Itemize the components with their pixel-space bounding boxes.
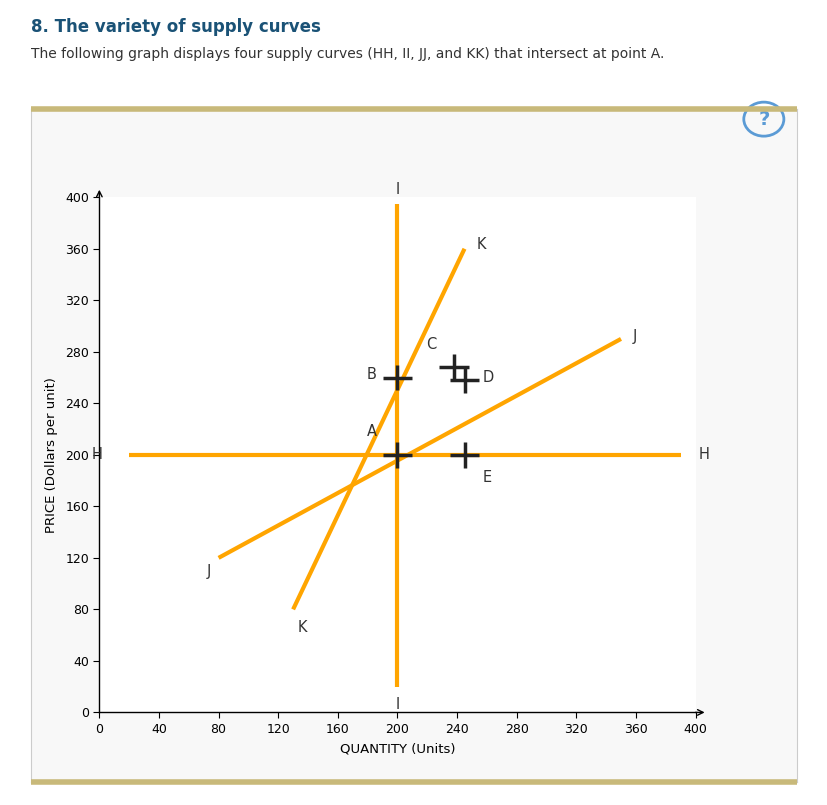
Text: E: E bbox=[482, 470, 491, 485]
Text: B: B bbox=[366, 367, 376, 382]
Text: A: A bbox=[366, 424, 376, 440]
Text: H: H bbox=[91, 448, 103, 462]
Text: H: H bbox=[698, 448, 709, 462]
Text: 8. The variety of supply curves: 8. The variety of supply curves bbox=[31, 18, 321, 35]
Text: J: J bbox=[207, 564, 211, 580]
Text: D: D bbox=[482, 370, 493, 385]
X-axis label: QUANTITY (Units): QUANTITY (Units) bbox=[339, 743, 455, 756]
Text: J: J bbox=[632, 328, 637, 344]
Text: The following graph displays four supply curves (HH, II, JJ, and KK) that inters: The following graph displays four supply… bbox=[31, 47, 664, 60]
Text: I: I bbox=[394, 697, 399, 712]
Text: I: I bbox=[394, 182, 399, 197]
Text: K: K bbox=[297, 620, 307, 634]
Y-axis label: PRICE (Dollars per unit): PRICE (Dollars per unit) bbox=[45, 377, 58, 533]
Text: ?: ? bbox=[758, 109, 768, 129]
Text: K: K bbox=[476, 237, 485, 253]
Text: C: C bbox=[425, 336, 436, 352]
